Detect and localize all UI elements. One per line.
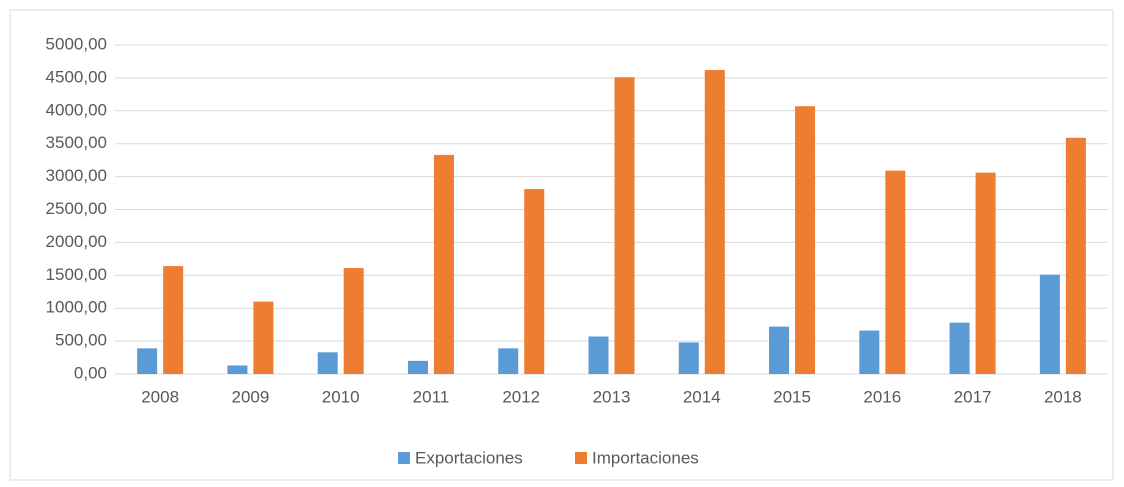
legend-swatch: [398, 452, 410, 464]
y-tick-label: 2500,00: [46, 199, 107, 218]
y-tick-label: 500,00: [55, 331, 107, 350]
y-tick-label: 0,00: [74, 363, 107, 382]
x-tick-label: 2008: [141, 387, 179, 406]
y-tick-label: 1500,00: [46, 265, 107, 284]
y-tick-label: 4500,00: [46, 67, 107, 86]
bar: [614, 77, 635, 374]
bar: [949, 322, 970, 374]
x-tick-label: 2011: [413, 387, 450, 406]
x-tick-label: 2016: [863, 387, 901, 406]
bar: [769, 326, 790, 374]
bar: [317, 352, 338, 374]
x-tick-label: 2009: [231, 387, 269, 406]
bar: [1039, 274, 1060, 374]
bar: [163, 266, 184, 374]
bar: [1065, 137, 1086, 374]
bar: [407, 360, 428, 374]
y-tick-label: 3000,00: [46, 166, 107, 185]
bar: [433, 154, 454, 374]
x-tick-label: 2013: [593, 387, 631, 406]
x-tick-label: 2014: [683, 387, 721, 406]
legend-label: Importaciones: [592, 448, 699, 467]
bar: [859, 330, 880, 374]
x-tick-label: 2017: [954, 387, 992, 406]
bar: [678, 342, 699, 374]
y-tick-label: 1000,00: [46, 298, 107, 317]
x-tick-label: 2015: [773, 387, 811, 406]
x-tick-label: 2018: [1044, 387, 1082, 406]
bar: [795, 106, 816, 374]
y-tick-label: 5000,00: [46, 34, 107, 53]
bar: [498, 348, 519, 374]
bar: [975, 172, 996, 374]
x-tick-label: 2010: [322, 387, 360, 406]
y-tick-label: 3500,00: [46, 133, 107, 152]
bar: [524, 189, 545, 374]
y-tick-label: 2000,00: [46, 232, 107, 251]
legend-swatch: [575, 452, 587, 464]
bar: [704, 70, 725, 374]
bar: [343, 268, 364, 374]
bar: [588, 336, 609, 374]
y-tick-label: 4000,00: [46, 100, 107, 119]
bar: [227, 365, 248, 374]
bar: [253, 301, 274, 374]
bar: [885, 170, 906, 374]
chart-border: [9, 9, 1114, 481]
x-tick-label: 2012: [502, 387, 540, 406]
legend-label: Exportaciones: [415, 448, 523, 467]
bar: [137, 348, 158, 374]
